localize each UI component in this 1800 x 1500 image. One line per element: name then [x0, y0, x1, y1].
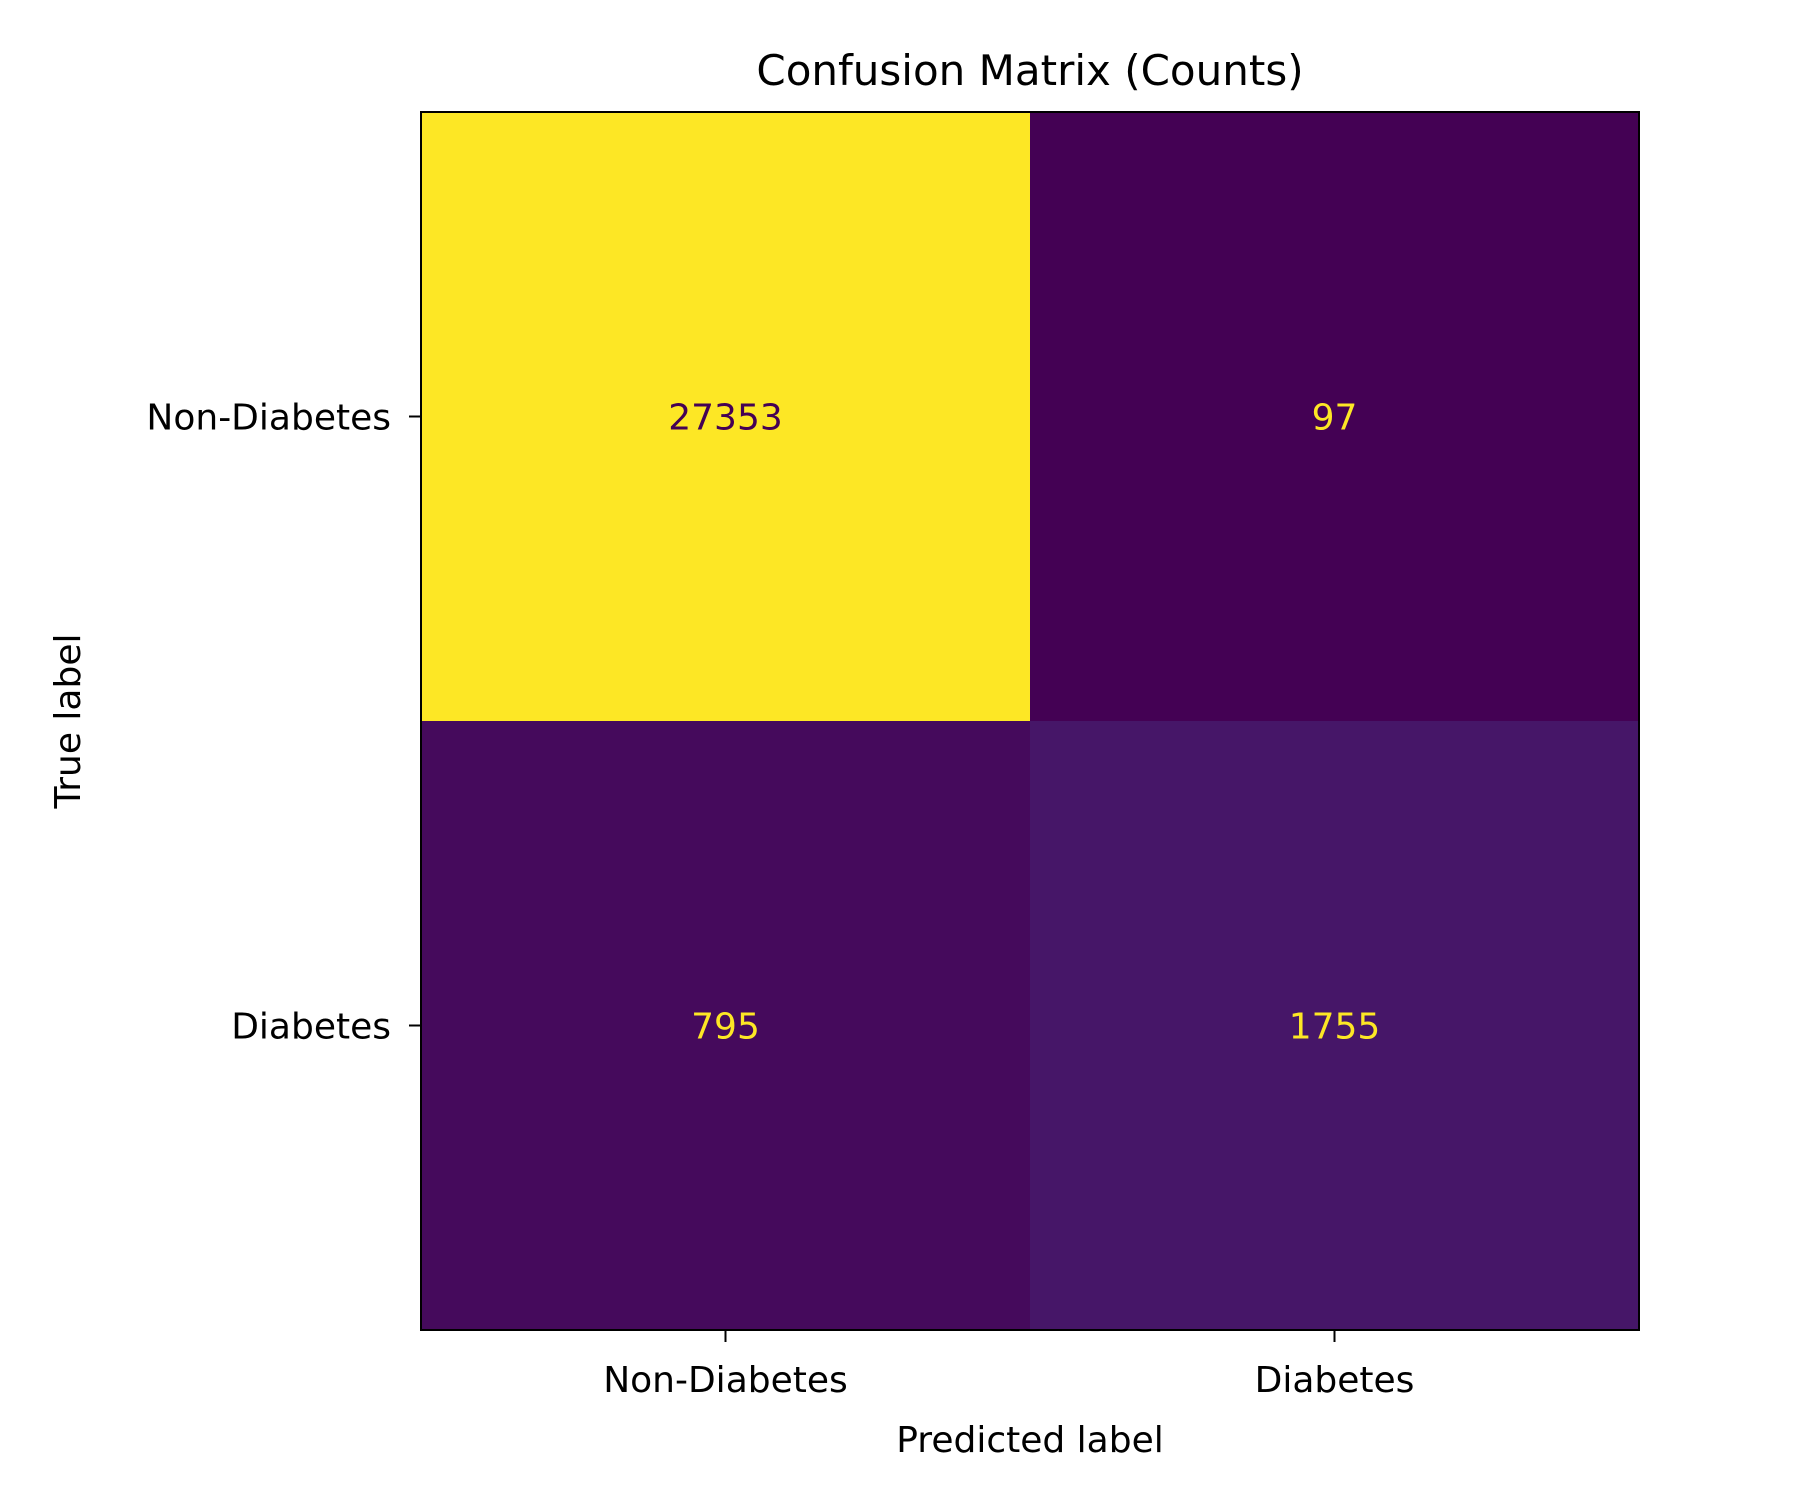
- heatmap-cells: 27353 97 795 1755: [421, 112, 1640, 1331]
- x-tick-label: Diabetes: [1255, 1360, 1415, 1401]
- cell-value-label: 27353: [668, 398, 783, 439]
- cell-value-label: 1755: [1289, 1007, 1381, 1048]
- x-axis-label: Predicted label: [896, 1420, 1164, 1461]
- y-tick-label: Non-Diabetes: [146, 398, 391, 439]
- heatmap-cell: [1030, 721, 1640, 1331]
- plot-frame: [420, 111, 1640, 1331]
- heatmap-cell: [1030, 112, 1640, 722]
- chart-title: Confusion Matrix (Counts): [756, 46, 1303, 95]
- axis-ticks: Non-Diabetes Diabetes Non-Diabetes Diabetes: [146, 398, 1414, 1402]
- cell-value-label: 795: [691, 1007, 760, 1048]
- y-tick-label: Diabetes: [231, 1007, 391, 1048]
- x-tick-label: Non-Diabetes: [603, 1360, 848, 1401]
- heatmap-cell: [421, 721, 1031, 1331]
- cell-value-label: 97: [1312, 398, 1358, 439]
- heatmap-cell: [421, 112, 1031, 722]
- y-axis-label: True label: [48, 634, 89, 810]
